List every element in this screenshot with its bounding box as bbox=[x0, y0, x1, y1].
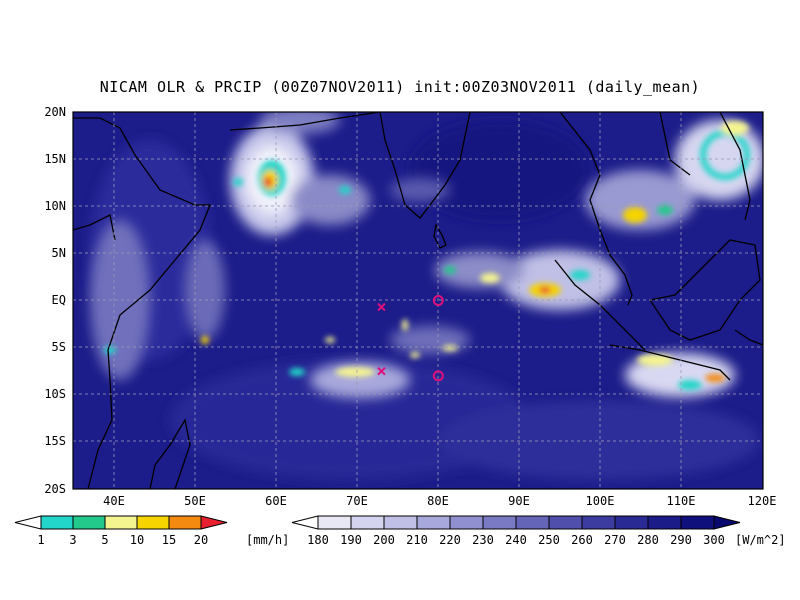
olr-legend-tick: 210 bbox=[406, 533, 428, 547]
olr-legend-swatch bbox=[614, 515, 649, 530]
lon-label: 50E bbox=[184, 494, 206, 508]
station-markers bbox=[377, 295, 444, 382]
olr-legend-swatch bbox=[383, 515, 418, 530]
lat-label: 15N bbox=[44, 152, 66, 166]
olr-legend-swatch bbox=[449, 515, 484, 530]
lat-label: 20N bbox=[44, 105, 66, 119]
olr-legend-swatch bbox=[680, 515, 715, 530]
lat-label: 20S bbox=[44, 482, 66, 496]
olr-legend-unit: [W/m^2] bbox=[735, 533, 786, 547]
precip-blobs bbox=[104, 121, 750, 390]
precip-legend-tick: 15 bbox=[162, 533, 176, 547]
map-frame bbox=[72, 111, 764, 490]
precip-legend-swatch bbox=[136, 515, 170, 530]
lat-label: 10S bbox=[44, 387, 66, 401]
olr-legend-tick: 270 bbox=[604, 533, 626, 547]
olr-legend-swatch bbox=[317, 515, 352, 530]
olr-legend-tick: 280 bbox=[637, 533, 659, 547]
precip-legend-tick: 10 bbox=[130, 533, 144, 547]
lon-label: 60E bbox=[265, 494, 287, 508]
precip-legend-tick: 5 bbox=[101, 533, 108, 547]
olr-legend-tick: 230 bbox=[472, 533, 494, 547]
olr-legend-left-arrow bbox=[291, 515, 319, 530]
lat-label: 15S bbox=[44, 434, 66, 448]
lat-label: EQ bbox=[52, 293, 66, 307]
station-circle-marker bbox=[432, 370, 444, 382]
lat-label: 5S bbox=[52, 340, 66, 354]
olr-legend-swatch bbox=[416, 515, 451, 530]
olr-legend-swatch bbox=[581, 515, 616, 530]
olr-legend-swatch bbox=[482, 515, 517, 530]
precip-legend-swatch bbox=[72, 515, 106, 530]
lon-label: 100E bbox=[586, 494, 615, 508]
olr-legend-swatch bbox=[647, 515, 682, 530]
olr-legend-tick: 240 bbox=[505, 533, 527, 547]
precip-legend-left-arrow bbox=[14, 515, 42, 530]
lon-label: 70E bbox=[346, 494, 368, 508]
precip-legend-swatch bbox=[104, 515, 138, 530]
grid bbox=[73, 112, 763, 489]
olr-legend-right-arrow bbox=[713, 515, 741, 530]
precip-legend: 1 3 5 10 15 20 [mm/h] bbox=[14, 515, 289, 547]
lon-label: 90E bbox=[508, 494, 530, 508]
olr-legend-swatch bbox=[350, 515, 385, 530]
lat-labels: 20N 15N 10N 5N EQ 5S 10S 15S 20S bbox=[44, 105, 66, 496]
olr-legend-tick: 200 bbox=[373, 533, 395, 547]
precip-legend-right-arrow bbox=[200, 515, 228, 530]
lon-label: 120E bbox=[748, 494, 777, 508]
olr-legend-tick: 220 bbox=[439, 533, 461, 547]
lon-label: 80E bbox=[427, 494, 449, 508]
precip-legend-swatch bbox=[40, 515, 74, 530]
lon-label: 40E bbox=[103, 494, 125, 508]
lon-label: 110E bbox=[667, 494, 696, 508]
station-cross-marker bbox=[377, 302, 386, 312]
olr-legend-tick: 250 bbox=[538, 533, 560, 547]
olr-legend-swatch bbox=[548, 515, 583, 530]
olr-legend: 180 190 200 210 220 230 240 250 260 270 280 290 300 [… bbox=[291, 515, 786, 547]
cloud-regions bbox=[90, 112, 763, 398]
olr-legend-tick: 300 bbox=[703, 533, 725, 547]
map-title: NICAM OLR & PRCIP (00Z07NOV2011) init:00… bbox=[99, 78, 701, 96]
precip-legend-swatch bbox=[168, 515, 202, 530]
lat-label: 10N bbox=[44, 199, 66, 213]
olr-legend-tick: 260 bbox=[571, 533, 593, 547]
lon-labels: 40E 50E 60E 70E 80E 90E 100E 110E 120E bbox=[103, 494, 776, 508]
lat-label: 5N bbox=[52, 246, 66, 260]
precip-legend-tick: 3 bbox=[69, 533, 76, 547]
olr-legend-tick: 290 bbox=[670, 533, 692, 547]
olr-legend-swatch bbox=[515, 515, 550, 530]
station-cross-marker bbox=[377, 366, 386, 376]
station-circle-marker bbox=[432, 295, 444, 306]
precip-legend-unit: [mm/h] bbox=[246, 533, 289, 547]
olr-legend-tick: 190 bbox=[340, 533, 362, 547]
olr-legend-tick: 180 bbox=[307, 533, 329, 547]
precip-legend-tick: 20 bbox=[194, 533, 208, 547]
precip-legend-tick: 1 bbox=[37, 533, 44, 547]
